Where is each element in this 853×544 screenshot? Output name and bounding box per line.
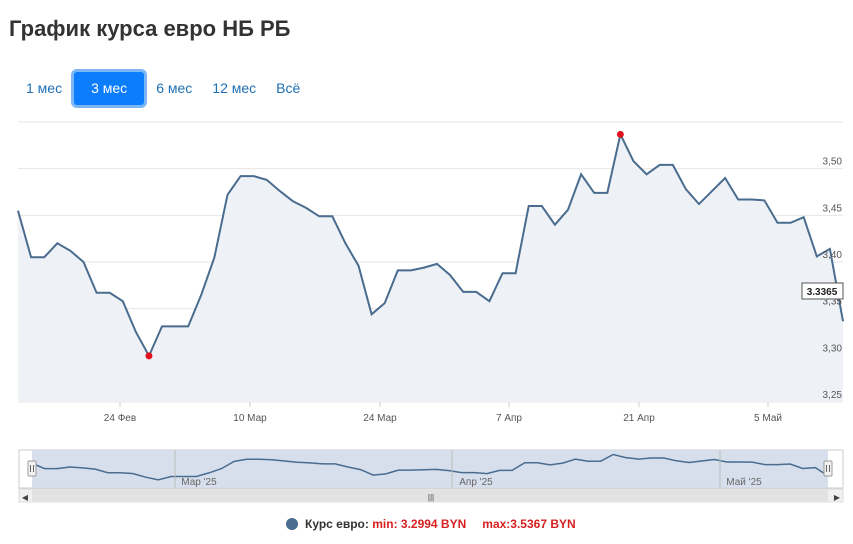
x-tick-label: 5 Май <box>754 413 782 424</box>
x-axis-labels: 24 Фев 10 Мар 24 Мар 7 Апр 21 Апр 5 Май <box>104 402 782 424</box>
navigator[interactable]: Мар '25 Апр '25 Май '25 <box>18 449 844 489</box>
navigator-labels: Мар '25 Апр '25 Май '25 <box>174 450 762 488</box>
range-12-months-button[interactable]: 12 мес <box>212 80 257 96</box>
scroll-right-arrow-icon[interactable]: ▶ <box>834 493 841 502</box>
legend-max: max:3.5367 BYN <box>482 517 576 531</box>
x-tick-label: 21 Апр <box>623 413 655 424</box>
legend-series-label: Курс евро: <box>305 517 369 531</box>
scrollbar[interactable]: ◀ ▶ ||| <box>18 488 844 503</box>
legend-marker-icon <box>286 518 298 530</box>
navigator-label: Мар '25 <box>181 477 217 488</box>
page-title: График курса евро НБ РБ <box>9 16 291 41</box>
range-1-month-button[interactable]: 1 мес <box>26 80 63 96</box>
navigator-line <box>31 453 829 481</box>
scroll-left-arrow-icon[interactable]: ◀ <box>22 493 29 502</box>
tooltip-value: 3.3365 <box>807 287 838 298</box>
y-axis-labels: 3,25 3,30 3,35 3,40 3,45 3,50 <box>823 157 843 401</box>
min-marker[interactable] <box>145 352 153 360</box>
y-tick-label: 3,40 <box>823 250 843 261</box>
y-tick-label: 3,30 <box>823 343 843 354</box>
rate-area <box>18 134 843 402</box>
navigator-left-handle[interactable] <box>27 460 37 477</box>
legend: Курс евро: min: 3.2994 BYN max:3.5367 BY… <box>286 517 576 531</box>
legend-min: min: 3.2994 BYN <box>372 517 467 531</box>
x-tick-label: 10 Мар <box>233 413 267 424</box>
euro-rate-chart[interactable]: 3,25 3,30 3,35 3,40 3,45 3,50 24 Фев 10 … <box>0 110 853 510</box>
range-6-months-button[interactable]: 6 мес <box>156 80 193 96</box>
tooltip-box <box>801 282 844 300</box>
range-all-button[interactable]: Всё <box>276 80 301 96</box>
x-tick-label: 24 Мар <box>363 413 397 424</box>
value-tooltip: 3.3365 <box>801 282 844 300</box>
y-tick-label: 3,50 <box>823 157 843 168</box>
y-tick-label: 3,45 <box>823 203 843 214</box>
handle-box[interactable] <box>823 460 833 477</box>
range-3-months-button[interactable]: 3 мес <box>74 72 145 105</box>
y-tick-label: 3,35 <box>823 297 843 308</box>
max-marker[interactable] <box>616 130 624 138</box>
scrollbar-grip-icon[interactable]: ||| <box>428 493 434 502</box>
navigator-label: Май '25 <box>726 477 762 488</box>
navigator-label: Апр '25 <box>459 477 493 488</box>
y-tick-label: 3,25 <box>823 390 843 401</box>
rate-line[interactable] <box>17 131 844 359</box>
scrollbar-thumb[interactable] <box>32 490 828 501</box>
x-tick-label: 24 Фев <box>104 413 136 424</box>
x-tick-label: 7 Апр <box>496 413 522 424</box>
handle-box[interactable] <box>27 460 37 477</box>
range-selector: 1 мес 3 мес 6 мес 12 мес Всё <box>18 72 308 105</box>
navigator-right-handle[interactable] <box>823 460 833 477</box>
